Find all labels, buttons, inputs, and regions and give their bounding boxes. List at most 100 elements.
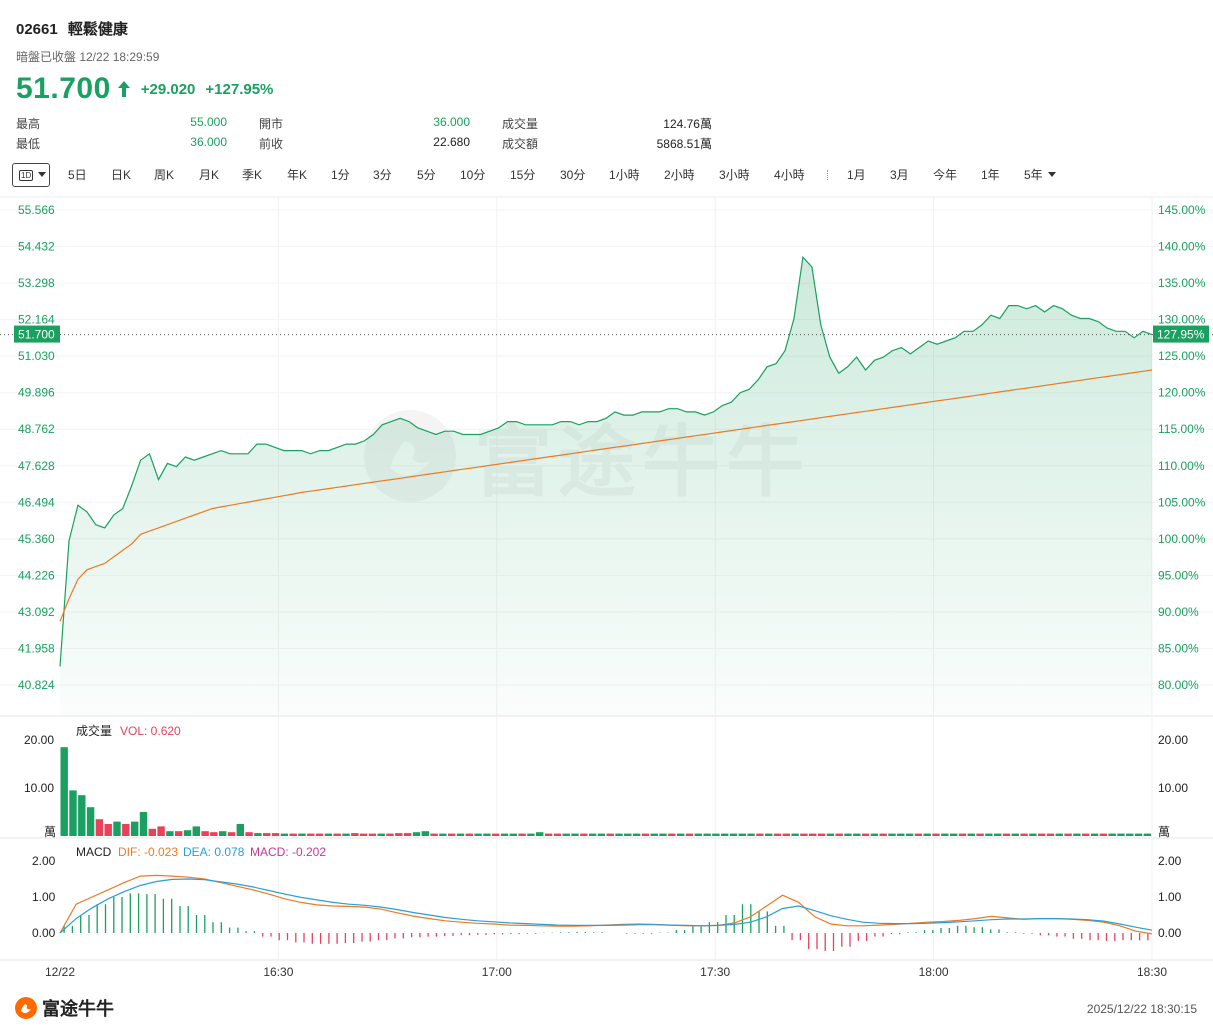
current-price-tag bbox=[14, 325, 60, 343]
volume-bar bbox=[131, 821, 139, 836]
tab-ytd[interactable]: 今年 bbox=[933, 168, 958, 182]
tab-3m[interactable]: 3月 bbox=[890, 168, 909, 182]
volume-bar bbox=[905, 833, 914, 836]
volume-bar bbox=[1073, 833, 1081, 836]
tab-weekly-k[interactable]: 周K bbox=[154, 168, 175, 182]
stat-value-low: 36.000 bbox=[190, 135, 227, 149]
tab-3h[interactable]: 3小時 bbox=[719, 168, 750, 182]
arrow-up-icon bbox=[117, 81, 130, 97]
volume-bar bbox=[580, 833, 588, 836]
volume-bar bbox=[994, 833, 1002, 836]
volume-bar bbox=[1029, 833, 1037, 836]
price-row: 51.700 +29.020 +127.95% bbox=[16, 72, 273, 106]
y-tick-label-right: 85.00% bbox=[1158, 641, 1199, 655]
volume-bar bbox=[175, 831, 183, 836]
volume-bar bbox=[985, 833, 993, 836]
volume-unit: 萬 bbox=[1158, 825, 1170, 839]
y-tick-label-right: 100.00% bbox=[1158, 532, 1206, 546]
volume-bar bbox=[677, 833, 685, 836]
stat-label-turnover: 成交額 bbox=[502, 137, 539, 151]
volume-bar bbox=[527, 833, 535, 836]
volume-bar bbox=[421, 831, 429, 836]
volume-bar bbox=[1082, 833, 1090, 836]
volume-bar bbox=[650, 833, 658, 836]
tab-yearly-k[interactable]: 年K bbox=[287, 168, 308, 182]
current-price: 51.700 bbox=[16, 72, 111, 105]
chevron-down-icon bbox=[1047, 172, 1056, 177]
y-tick-label-left: 43.092 bbox=[18, 605, 55, 619]
volume-bar bbox=[914, 833, 923, 836]
macd-tick-label: 2.00 bbox=[1158, 854, 1182, 868]
tab-2h[interactable]: 2小時 bbox=[664, 168, 695, 182]
tab-5y[interactable]: 5年 bbox=[1024, 163, 1056, 187]
volume-bar bbox=[86, 807, 95, 836]
volume-bar bbox=[861, 833, 870, 836]
futu-logo-icon bbox=[15, 997, 37, 1019]
volume-bar bbox=[729, 833, 738, 836]
y-tick-label-left: 44.226 bbox=[18, 568, 55, 582]
tab-monthly-k[interactable]: 月K bbox=[199, 168, 220, 182]
tab-15min[interactable]: 15分 bbox=[510, 168, 536, 182]
y-tick-label-left: 48.762 bbox=[18, 422, 55, 436]
tab-5d[interactable]: 5日 bbox=[68, 168, 87, 182]
volume-bar bbox=[192, 826, 200, 836]
volume-bar bbox=[1020, 833, 1028, 836]
volume-bar bbox=[1055, 833, 1063, 836]
y-tick-label-left: 51.030 bbox=[18, 349, 55, 363]
volume-bar bbox=[879, 833, 887, 836]
volume-bar bbox=[1046, 833, 1055, 836]
volume-bar bbox=[60, 747, 68, 836]
y-tick-label-right: 130.00% bbox=[1158, 313, 1206, 327]
x-tick-label: 18:30 bbox=[1137, 965, 1167, 979]
volume-bar bbox=[721, 833, 729, 836]
volume-label: VOL: 0.620 bbox=[120, 724, 181, 738]
volume-bar bbox=[597, 833, 606, 836]
tab-5min[interactable]: 5分 bbox=[417, 168, 436, 182]
tab-1m[interactable]: 1月 bbox=[847, 168, 866, 182]
volume-bar bbox=[703, 833, 711, 836]
average-line bbox=[59, 369, 1153, 622]
volume-bar bbox=[632, 833, 641, 836]
macd-tick-label: 0.00 bbox=[32, 926, 56, 940]
tab-quarterly-k[interactable]: 季K bbox=[242, 168, 263, 182]
tab-30min[interactable]: 30分 bbox=[560, 168, 586, 182]
tab-1h[interactable]: 1小時 bbox=[609, 168, 640, 182]
chevron-down-icon bbox=[38, 172, 47, 177]
volume-unit: 萬 bbox=[44, 825, 56, 839]
volume-bar bbox=[817, 833, 826, 836]
macd-value-label: MACD: -0.202 bbox=[250, 845, 326, 859]
tab-1min[interactable]: 1分 bbox=[331, 168, 350, 182]
tab-1d[interactable]: 1D bbox=[12, 163, 50, 187]
volume-bar bbox=[826, 833, 835, 836]
stat-label-volume: 成交量 bbox=[502, 117, 539, 131]
tab-1d-label: 1D bbox=[19, 170, 34, 181]
volume-bar bbox=[1002, 833, 1011, 836]
price-change-pct: +127.95% bbox=[205, 80, 274, 98]
volume-bar bbox=[412, 832, 421, 836]
tab-daily-k[interactable]: 日K bbox=[111, 168, 132, 182]
volume-bar bbox=[333, 833, 341, 836]
volume-tick-label: 20.00 bbox=[1158, 733, 1188, 747]
y-tick-label-left: 54.432 bbox=[18, 240, 55, 254]
tab-3min[interactable]: 3分 bbox=[373, 168, 392, 182]
y-tick-label-left: 46.494 bbox=[18, 495, 55, 509]
tab-4h[interactable]: 4小時 bbox=[774, 168, 805, 182]
tab-10min[interactable]: 10分 bbox=[460, 168, 486, 182]
tab-1y[interactable]: 1年 bbox=[981, 168, 1000, 182]
volume-bar bbox=[456, 833, 465, 836]
volume-bar bbox=[78, 795, 86, 836]
y-tick-label-right: 115.00% bbox=[1158, 422, 1205, 436]
y-tick-label-left: 47.628 bbox=[18, 459, 55, 473]
volume-bar bbox=[571, 833, 579, 836]
stock-code: 02661 bbox=[16, 21, 58, 38]
volume-bar bbox=[641, 833, 650, 836]
brand-name: 富途牛牛 bbox=[42, 999, 114, 1019]
macd-tick-label: 2.00 bbox=[32, 854, 56, 868]
chart-area[interactable]: 55.566 145.00% 54.432 140.00% 53.298 135.00% 5… bbox=[0, 0, 1213, 990]
volume-bar bbox=[139, 812, 148, 836]
brand-logo: 富途牛牛 bbox=[14, 995, 114, 1021]
volume-bar bbox=[254, 833, 262, 836]
x-tick-label: 17:30 bbox=[700, 965, 730, 979]
current-pct-label: 127.95% bbox=[1157, 328, 1205, 342]
volume-bar bbox=[941, 833, 949, 836]
